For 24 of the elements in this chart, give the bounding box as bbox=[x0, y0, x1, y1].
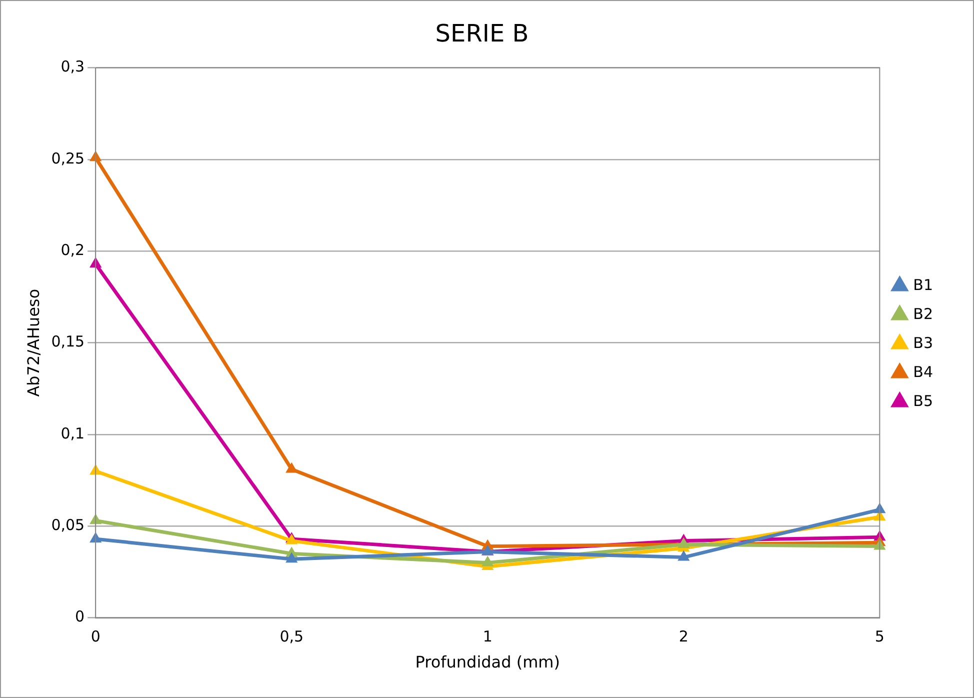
legend-label: B4 bbox=[913, 362, 934, 381]
legend-label: B5 bbox=[913, 392, 934, 410]
x-tick-label: 0,5 bbox=[280, 628, 304, 646]
y-tick-label: 0,3 bbox=[60, 58, 85, 76]
x-axis-title: Profundidad (mm) bbox=[415, 652, 560, 672]
x-tick-label: 1 bbox=[482, 628, 492, 646]
legend-label: B2 bbox=[913, 304, 934, 323]
point bbox=[286, 552, 298, 563]
y-axis-title: Ab72/AHueso bbox=[24, 288, 43, 397]
y-tick-label: 0,05 bbox=[51, 516, 85, 534]
point bbox=[482, 556, 494, 566]
x-tick-label: 5 bbox=[874, 628, 884, 646]
y-tick-label: 0,1 bbox=[60, 424, 85, 442]
x-tick-label: 0 bbox=[90, 628, 100, 646]
x-tick-label: 2 bbox=[678, 628, 688, 646]
y-tick-label: 0,15 bbox=[51, 332, 85, 351]
chart-title: SERIE B bbox=[435, 20, 529, 48]
y-tick-label: 0 bbox=[75, 608, 85, 626]
y-tick-label: 0,2 bbox=[60, 241, 85, 260]
point bbox=[286, 462, 298, 473]
y-tick-label: 0,25 bbox=[51, 149, 85, 168]
legend-label: B3 bbox=[913, 334, 934, 352]
point bbox=[678, 550, 690, 561]
legend-label: B1 bbox=[913, 276, 934, 294]
